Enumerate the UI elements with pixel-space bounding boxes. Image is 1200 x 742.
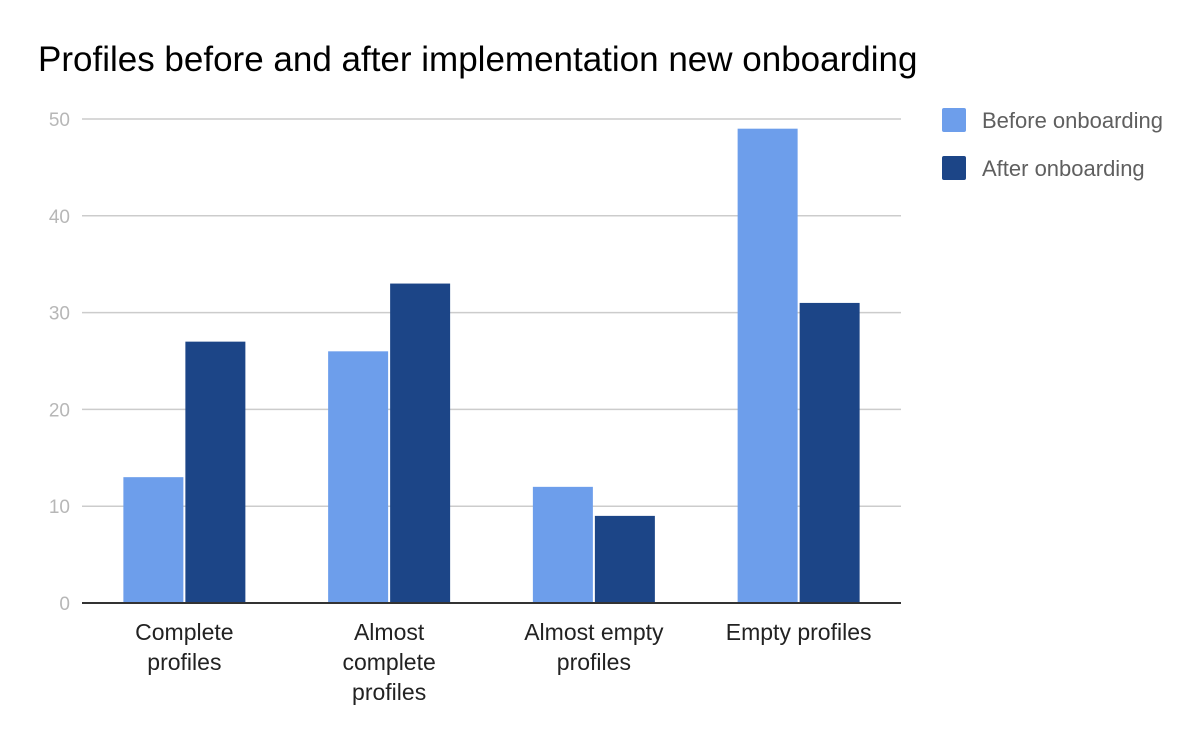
- legend-label: Before onboarding: [982, 108, 1163, 133]
- bar-series-0-category-1: [328, 351, 389, 603]
- bar-series-1-category-3: [799, 302, 860, 603]
- x-tick-label-line: profiles: [352, 679, 426, 705]
- x-tick-label-line: profiles: [147, 649, 221, 675]
- y-tick-label: 50: [49, 110, 70, 131]
- chart-title: Profiles before and after implementation…: [38, 40, 917, 79]
- x-tick-label-line: profiles: [557, 649, 631, 675]
- y-tick-label: 20: [49, 400, 70, 421]
- bar-series-1-category-1: [390, 283, 451, 603]
- bar-series-0-category-3: [737, 128, 798, 603]
- y-tick-label: 40: [49, 207, 70, 228]
- bar-series-0-category-0: [123, 477, 184, 603]
- x-tick-label: Complete profiles: [135, 619, 233, 675]
- x-tick-label-line: Complete: [135, 619, 233, 645]
- bar-series-1-category-2: [594, 515, 655, 603]
- x-tick-label-line: Almost: [354, 619, 425, 645]
- y-tick-label: 0: [59, 594, 70, 615]
- y-tick-label: 10: [49, 497, 70, 518]
- bars: [123, 128, 860, 603]
- x-tick-label-line: complete: [342, 649, 435, 675]
- legend: Before onboarding After onboarding: [942, 108, 1163, 181]
- legend-swatch: [942, 156, 966, 180]
- legend-label: After onboarding: [982, 156, 1145, 181]
- x-tick-label-line: Almost empty: [524, 619, 664, 645]
- x-tick-label: Almost empty profiles: [524, 619, 664, 675]
- y-axis-ticks: 0 10 20 30 40 50: [49, 110, 70, 615]
- y-tick-label: 30: [49, 304, 70, 325]
- bar-series-1-category-0: [185, 341, 246, 603]
- x-tick-label-line: Empty profiles: [726, 619, 872, 645]
- legend-swatch: [942, 108, 966, 132]
- bar-series-0-category-2: [532, 486, 593, 603]
- x-tick-label: Empty profiles: [726, 619, 872, 645]
- x-tick-label: Almost complete profiles: [342, 619, 435, 705]
